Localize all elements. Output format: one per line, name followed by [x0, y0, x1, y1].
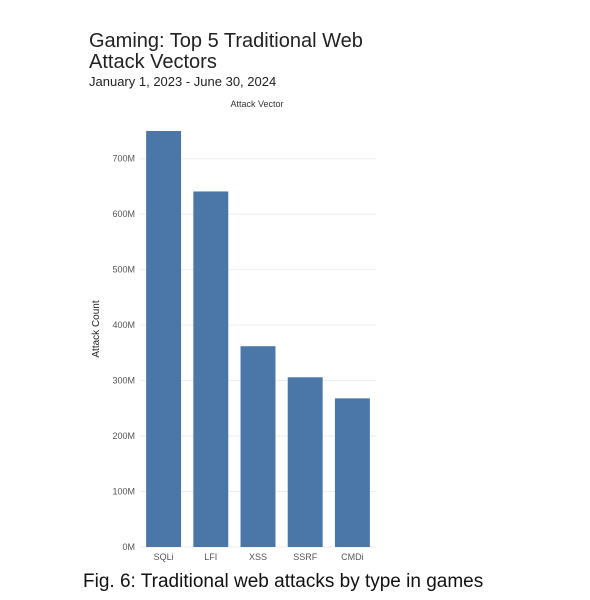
bar-ssrf	[287, 377, 323, 547]
y-tick-label: 100M	[112, 487, 135, 497]
legend-title: Attack Vector	[230, 99, 283, 109]
y-tick-label: 500M	[112, 265, 135, 275]
y-axis-label: Attack Count	[91, 300, 102, 357]
bar-cmdi	[334, 398, 370, 547]
y-tick-label: 600M	[112, 209, 135, 219]
figure-caption: Fig. 6: Traditional web attacks by type …	[83, 571, 484, 592]
y-axis-ticks: 0M 100M 200M 300M 400M 500M 600M 700M	[112, 154, 135, 552]
chart-subtitle: January 1, 2023 - June 30, 2024	[89, 74, 277, 89]
bar-chart: Attack Vector 0M 100M 200M 300M 400M 500M 600M…	[91, 99, 376, 562]
x-tick-label: SQLi	[154, 552, 174, 562]
y-tick-label: 400M	[112, 320, 135, 330]
bar-xss	[240, 346, 276, 547]
bar-lfi	[193, 191, 229, 547]
chart-title: Gaming: Top 5 Traditional Web Attack Vec…	[89, 30, 363, 73]
x-axis-ticks: SQLi LFI XSS SSRF CMDi	[154, 552, 364, 562]
bar-sqli	[146, 131, 182, 547]
y-tick-label: 200M	[112, 431, 135, 441]
y-tick-label: 300M	[112, 376, 135, 386]
bars-group	[146, 131, 370, 547]
x-tick-label: XSS	[249, 552, 267, 562]
x-tick-label: CMDi	[341, 552, 364, 562]
y-tick-label: 0M	[122, 542, 135, 552]
x-tick-label: LFI	[204, 552, 217, 562]
y-tick-label: 700M	[112, 154, 135, 164]
x-tick-label: SSRF	[293, 552, 318, 562]
